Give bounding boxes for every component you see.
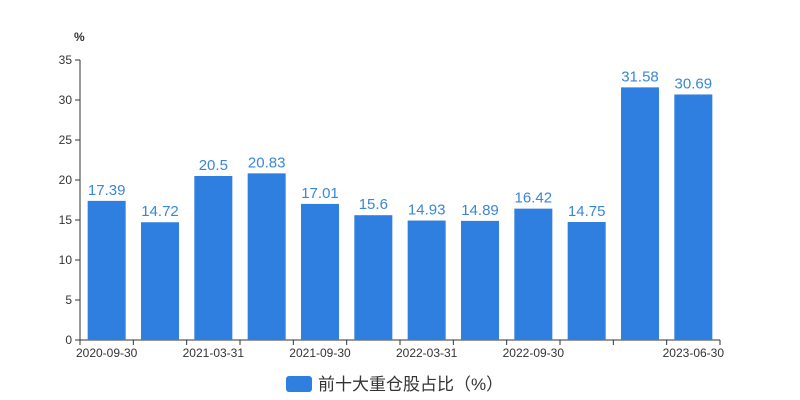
bar-value-label: 14.93 (408, 202, 446, 219)
bar[interactable] (141, 222, 179, 340)
legend-swatch (286, 376, 312, 392)
bar-value-label: 17.39 (88, 182, 126, 199)
y-tick-label: 15 (59, 213, 73, 227)
bar-value-label: 31.58 (621, 68, 659, 85)
bar[interactable] (461, 220, 499, 340)
bar[interactable] (514, 208, 553, 340)
y-axis-unit-label: % (74, 30, 85, 44)
bar-value-label: 15.6 (359, 196, 388, 213)
bar[interactable] (87, 200, 126, 340)
y-tick-label: 30 (59, 93, 73, 107)
bar-value-label: 17.01 (301, 185, 339, 202)
bar[interactable] (621, 87, 659, 340)
bar-value-label: 20.83 (248, 154, 286, 171)
legend[interactable]: 前十大重仓股占比（%） (286, 375, 503, 394)
bar[interactable] (567, 222, 606, 340)
x-tick-label: 2022-03-31 (396, 346, 458, 360)
bar-value-label: 14.75 (568, 203, 606, 220)
bar-value-label: 14.89 (461, 202, 499, 219)
bar-value-label: 30.69 (675, 75, 713, 92)
legend-label: 前十大重仓股占比（%） (318, 375, 503, 394)
y-tick-label: 5 (65, 293, 72, 307)
bars-group (87, 87, 713, 340)
bar[interactable] (354, 215, 393, 340)
bar[interactable] (301, 203, 339, 340)
y-tick-label: 0 (65, 333, 72, 347)
x-tick-label: 2023-06-30 (663, 346, 725, 360)
y-axis: 0 5 10 15 20 25 30 35 (59, 53, 81, 347)
bar[interactable] (247, 173, 286, 340)
x-tick-label: 2020-09-30 (76, 346, 138, 360)
bar-value-label: 20.5 (199, 157, 228, 174)
bar-value-label: 14.72 (141, 203, 179, 220)
y-tick-label: 35 (59, 53, 73, 67)
bar[interactable] (407, 220, 446, 340)
bar-value-label: 16.42 (515, 190, 553, 207)
x-tick-label: 2022-09-30 (503, 346, 565, 360)
y-tick-label: 20 (59, 173, 73, 187)
x-axis: 2020-09-30 2021-03-31 2021-09-30 2022-03-31… (76, 339, 725, 360)
y-tick-label: 10 (59, 253, 73, 267)
x-tick-label: 2021-03-31 (183, 346, 245, 360)
bar[interactable] (674, 94, 713, 340)
x-tick-label: 2021-09-30 (289, 346, 351, 360)
bar[interactable] (194, 176, 233, 340)
y-tick-label: 25 (59, 133, 73, 147)
data-labels-group: 17.39 14.72 20.5 20.83 17.01 15.6 14.93 14.89 16… (88, 68, 712, 220)
